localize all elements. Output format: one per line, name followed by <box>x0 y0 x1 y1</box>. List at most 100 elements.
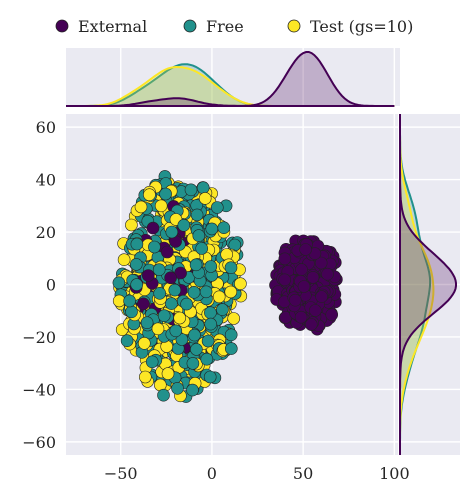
point-test-gs-10- <box>173 311 186 325</box>
point-free <box>157 309 171 323</box>
point-external <box>294 310 308 324</box>
y-tick-label: −60 <box>22 433 56 452</box>
point-free <box>192 229 206 242</box>
point-external <box>146 221 160 235</box>
point-free <box>177 219 191 232</box>
point-test-gs-10- <box>151 322 165 336</box>
point-free <box>204 317 217 331</box>
point-free <box>112 276 126 290</box>
point-free <box>225 342 238 355</box>
top-kde-0 <box>66 51 395 107</box>
point-free <box>140 316 154 330</box>
y-tick-label: 40 <box>36 171 56 190</box>
point-free <box>130 258 143 271</box>
right-marginal-kde <box>399 114 457 455</box>
point-free <box>180 297 193 311</box>
point-free <box>120 334 134 348</box>
x-tick-label: −50 <box>104 464 138 483</box>
point-free <box>189 258 203 272</box>
point-free <box>186 383 199 397</box>
point-free <box>175 333 189 346</box>
point-test-gs-10- <box>220 248 233 261</box>
point-test-gs-10- <box>198 192 212 205</box>
point-test-gs-10- <box>224 285 238 299</box>
right-kde-0 <box>399 114 457 455</box>
x-tick-label: 0 <box>207 464 217 483</box>
point-external <box>308 304 322 317</box>
point-free <box>171 381 184 395</box>
point-free <box>159 187 172 201</box>
point-free <box>145 355 159 369</box>
legend-label-2: Test (gs=10) <box>310 17 413 36</box>
top-marginal-grid <box>120 48 396 106</box>
x-axis-ticks: −50 0 50 100 <box>104 464 410 483</box>
point-external <box>314 256 328 270</box>
point-free <box>195 242 208 255</box>
point-free <box>211 201 224 214</box>
point-test-gs-10- <box>125 218 138 232</box>
legend-marker-1 <box>183 19 197 33</box>
point-test-gs-10- <box>227 312 240 325</box>
point-free <box>188 328 201 342</box>
point-test-gs-10- <box>234 277 247 291</box>
point-free <box>157 388 170 402</box>
point-free <box>130 278 143 291</box>
legend-marker-2 <box>287 19 301 33</box>
point-free <box>187 285 201 299</box>
point-free <box>200 352 214 366</box>
point-external <box>306 271 320 284</box>
y-tick-label: −40 <box>22 380 56 399</box>
point-external <box>288 293 302 307</box>
point-free <box>201 334 215 348</box>
right-kde-2 <box>399 114 435 455</box>
point-free <box>205 222 219 236</box>
point-free <box>125 305 138 319</box>
point-free <box>165 297 178 310</box>
point-free <box>130 237 144 251</box>
point-free <box>148 240 161 254</box>
point-external <box>278 252 292 266</box>
point-external <box>325 308 339 322</box>
point-external <box>161 245 174 259</box>
point-free <box>153 286 166 300</box>
point-free <box>190 208 204 222</box>
y-tick-label: 60 <box>36 118 56 137</box>
point-free <box>204 260 218 273</box>
point-free <box>196 181 210 194</box>
x-tick-label: 50 <box>293 464 313 483</box>
point-free <box>203 370 217 384</box>
legend-label-0: External <box>78 17 147 36</box>
y-axis-ticks: −60 −40 −20 0 20 40 60 <box>22 118 56 452</box>
point-free <box>169 324 183 338</box>
point-test-gs-10- <box>161 367 175 380</box>
point-free <box>184 183 198 197</box>
point-external <box>304 318 318 331</box>
legend: External Free Test (gs=10) <box>55 17 413 36</box>
point-free <box>199 285 213 299</box>
point-free <box>216 303 229 316</box>
point-external <box>142 269 155 282</box>
point-test-gs-10- <box>138 336 151 350</box>
point-free <box>224 261 238 275</box>
point-test-gs-10- <box>212 290 226 304</box>
y-tick-label: 0 <box>46 276 56 295</box>
top-marginal-kde <box>66 51 395 107</box>
point-free <box>204 306 217 320</box>
point-free <box>217 221 231 234</box>
point-external <box>299 243 312 256</box>
point-free <box>152 263 166 277</box>
legend-label-1: Free <box>206 17 244 36</box>
point-external <box>321 267 334 281</box>
point-external <box>315 290 328 303</box>
point-test-gs-10- <box>143 188 156 201</box>
y-tick-label: −20 <box>22 328 56 347</box>
point-external <box>297 280 311 293</box>
point-external <box>278 273 292 287</box>
point-free <box>165 225 179 239</box>
legend-marker-0 <box>55 19 69 33</box>
y-tick-label: 20 <box>36 223 56 242</box>
point-test-gs-10- <box>117 253 131 267</box>
point-external <box>164 271 177 285</box>
point-test-gs-10- <box>154 199 168 213</box>
